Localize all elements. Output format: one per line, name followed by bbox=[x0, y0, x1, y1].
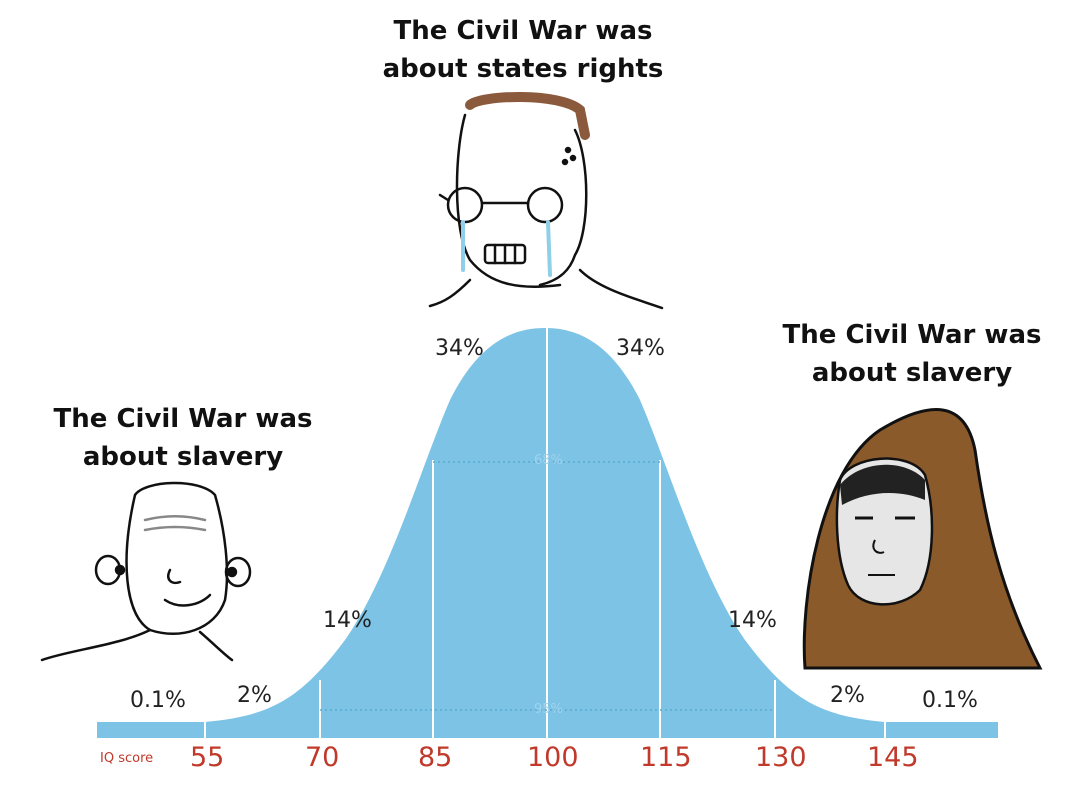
axis-label: IQ score bbox=[100, 751, 154, 766]
tick-label: 70 bbox=[305, 742, 340, 773]
caption-top: The Civil War was about states rights bbox=[363, 12, 683, 88]
pct-far-right: 0.1% bbox=[922, 688, 978, 713]
inner-95-label: 95% bbox=[534, 702, 563, 717]
pct-left-14: 14% bbox=[323, 608, 372, 633]
simple-wojak-image bbox=[40, 481, 252, 662]
caption-right-line2: about slavery bbox=[811, 358, 1013, 388]
tick-label: 85 bbox=[418, 742, 453, 773]
pct-right-2: 2% bbox=[830, 683, 865, 708]
tick-label: 130 bbox=[755, 742, 807, 773]
tick-label: 145 bbox=[867, 742, 919, 773]
caption-left-line1: The Civil War was bbox=[53, 404, 313, 434]
caption-top-line1: The Civil War was bbox=[393, 16, 653, 46]
hooded-figure-image bbox=[802, 408, 1043, 670]
caption-left-line2: about slavery bbox=[82, 442, 284, 472]
pct-left-34: 34% bbox=[435, 336, 484, 361]
caption-left: The Civil War was about slavery bbox=[23, 400, 343, 476]
bell-curve bbox=[205, 328, 885, 722]
caption-right-line1: The Civil War was bbox=[782, 320, 1042, 350]
pct-right-14: 14% bbox=[728, 608, 777, 633]
sd-lines bbox=[204, 328, 886, 738]
tick-label: 55 bbox=[190, 742, 225, 773]
pct-far-left: 0.1% bbox=[130, 688, 186, 713]
tick-label: 100 bbox=[527, 742, 579, 773]
caption-right: The Civil War was about slavery bbox=[752, 316, 1072, 392]
crying-glasses-wojak-image bbox=[428, 92, 664, 310]
tick-label: 115 bbox=[640, 742, 692, 773]
pct-right-34: 34% bbox=[616, 336, 665, 361]
caption-top-line2: about states rights bbox=[382, 54, 664, 84]
inner-68-label: 68% bbox=[534, 453, 563, 468]
pct-left-2: 2% bbox=[237, 683, 272, 708]
